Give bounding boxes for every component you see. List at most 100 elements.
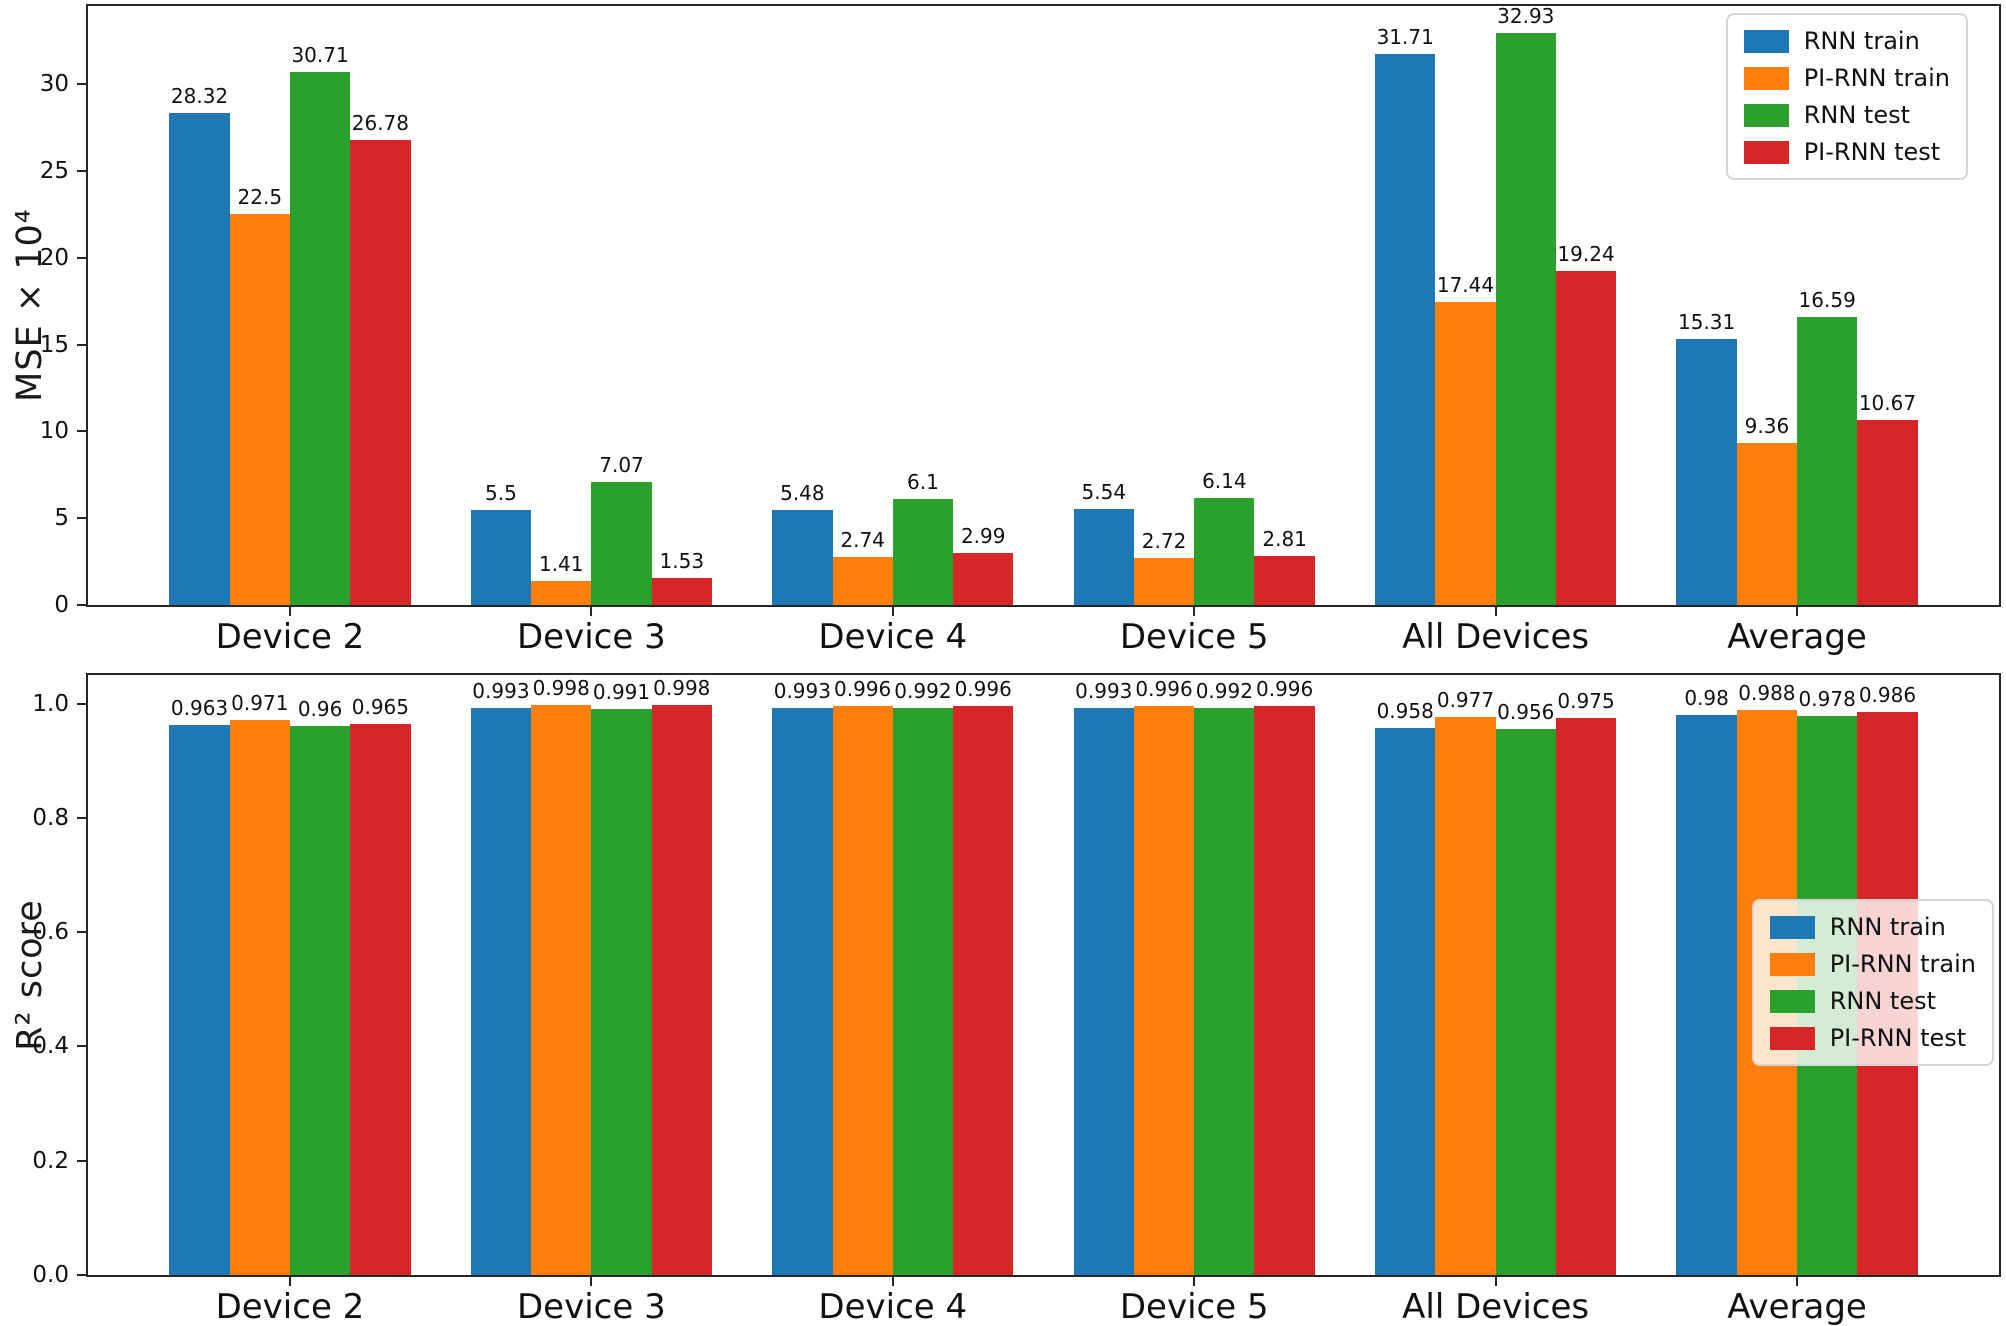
bar-pi-rnn-test: [651, 704, 712, 1275]
legend-label: RNN test: [1803, 101, 1911, 129]
legend-swatch-pi-rnn-test: [1769, 1026, 1815, 1050]
r2-legend: RNN train PI-RNN train RNN test PI-RNN test: [1751, 899, 1994, 1066]
y-tick-label: 0.6: [32, 919, 69, 946]
value-label: 0.996: [954, 676, 1012, 701]
value-label: 0.971: [231, 691, 289, 716]
value-label: 31.71: [1376, 25, 1434, 50]
value-label: 0.993: [472, 678, 530, 703]
x-tick-label-device-2: Device 2: [215, 617, 365, 657]
value-label: 0.956: [1497, 699, 1555, 724]
value-label: 9.36: [1744, 413, 1790, 438]
bar-pi-rnn-train: [229, 214, 290, 605]
legend-swatch-rnn-train: [1743, 29, 1789, 53]
value-label: 0.963: [170, 695, 229, 720]
legend-swatch-pi-rnn-train: [1743, 66, 1789, 90]
bar-pi-rnn-train: [1435, 716, 1496, 1275]
value-label: 0.996: [1255, 676, 1314, 701]
legend-item-rnn-train: RNN train: [1769, 913, 1976, 941]
x-tick-mark: [1494, 1275, 1497, 1286]
bar-rnn-train: [169, 113, 230, 605]
bar-rnn-test: [892, 708, 954, 1275]
value-label: 17.44: [1436, 273, 1495, 298]
legend-item-rnn-test: RNN test: [1743, 101, 1950, 129]
bar-pi-rnn-train: [832, 705, 893, 1275]
mse-legend: RNN train PI-RNN train RNN test PI-RNN test: [1725, 13, 1968, 180]
bar-pi-rnn-train: [832, 557, 893, 605]
value-label: 5.48: [780, 480, 825, 505]
y-tick-mark: [77, 169, 88, 172]
value-label: 6.1: [907, 470, 939, 495]
bar-rnn-train: [1676, 715, 1737, 1275]
value-label: 0.986: [1858, 682, 1917, 707]
value-label: 10.67: [1858, 390, 1917, 415]
bar-rnn-train: [1375, 54, 1436, 605]
legend-label: PI-RNN train: [1803, 64, 1950, 92]
bar-pi-rnn-test: [350, 140, 411, 605]
value-label: 2.74: [840, 528, 885, 553]
x-tick-label-all-devices: All Devices: [1402, 1287, 1590, 1326]
x-tick-mark: [1796, 1275, 1799, 1286]
legend-label: RNN test: [1829, 987, 1937, 1015]
bar-rnn-train: [772, 707, 833, 1275]
y-tick-mark: [77, 1045, 88, 1048]
x-tick-label-device-2: Device 2: [215, 1287, 365, 1326]
bar-pi-rnn-train: [1435, 302, 1496, 605]
x-tick-label-device-4: Device 4: [818, 1287, 968, 1326]
bar-pi-rnn-train: [1133, 705, 1195, 1275]
y-tick-mark: [77, 702, 88, 705]
bar-rnn-train: [169, 724, 230, 1275]
value-label: 0.958: [1376, 698, 1434, 723]
bar-rnn-train: [772, 509, 833, 605]
bar-pi-rnn-test: [1254, 705, 1315, 1275]
bar-rnn-test: [892, 499, 954, 605]
bar-rnn-test: [289, 71, 351, 605]
y-tick-mark: [77, 931, 88, 934]
y-tick-mark: [77, 1159, 88, 1162]
value-label: 0.993: [773, 678, 831, 703]
r2-chart: R² score 0.0 0.2 0.4 0.6 0.8 1.0 Device 2 0.963…: [0, 666, 2006, 1326]
value-label: 28.32: [170, 84, 229, 109]
legend-label: PI-RNN test: [1803, 138, 1941, 166]
legend-item-pi-rnn-train: PI-RNN train: [1743, 64, 1950, 92]
bar-rnn-test: [1194, 498, 1255, 605]
value-label: 19.24: [1557, 241, 1615, 266]
y-tick-label: 0: [54, 592, 69, 618]
x-tick-mark: [1796, 605, 1799, 616]
value-label: 26.78: [351, 111, 410, 136]
bar-rnn-test: [1797, 316, 1858, 605]
legend-item-pi-rnn-test: PI-RNN test: [1743, 138, 1950, 166]
y-tick-mark: [77, 256, 88, 259]
value-label: 0.96: [297, 697, 343, 722]
bar-rnn-train: [1073, 707, 1134, 1275]
legend-label: RNN train: [1803, 27, 1920, 55]
y-tick-mark: [77, 816, 88, 819]
bar-pi-rnn-train: [1133, 557, 1195, 605]
x-tick-label-device-5: Device 5: [1119, 617, 1269, 657]
bar-rnn-test: [1495, 728, 1556, 1275]
value-label: 0.975: [1557, 688, 1615, 713]
legend-item-pi-rnn-train: PI-RNN train: [1769, 950, 1976, 978]
value-label: 22.5: [237, 185, 283, 210]
value-label: 1.41: [538, 551, 584, 576]
y-tick-label: 5: [54, 505, 69, 532]
y-tick-mark: [77, 1274, 88, 1276]
bar-rnn-test: [1194, 708, 1255, 1275]
mse-y-axis-label: MSE × 10⁴: [10, 208, 50, 402]
legend-swatch-rnn-test: [1743, 103, 1789, 127]
bar-rnn-test: [591, 482, 652, 605]
value-label: 0.996: [834, 676, 892, 701]
x-tick-label-average: Average: [1727, 1287, 1867, 1326]
x-tick-mark: [1193, 1275, 1196, 1286]
value-label: 15.31: [1677, 310, 1736, 335]
y-tick-label: 1.0: [32, 690, 69, 717]
x-tick-mark: [288, 1275, 291, 1286]
bar-pi-rnn-train: [531, 580, 592, 605]
bar-pi-rnn-test: [651, 578, 712, 605]
y-tick-mark: [77, 604, 88, 606]
x-tick-label-device-4: Device 4: [818, 617, 968, 657]
value-label: 0.977: [1436, 687, 1495, 712]
x-tick-mark: [1494, 605, 1497, 616]
legend-item-rnn-train: RNN train: [1743, 27, 1950, 55]
legend-swatch-rnn-train: [1769, 915, 1815, 939]
